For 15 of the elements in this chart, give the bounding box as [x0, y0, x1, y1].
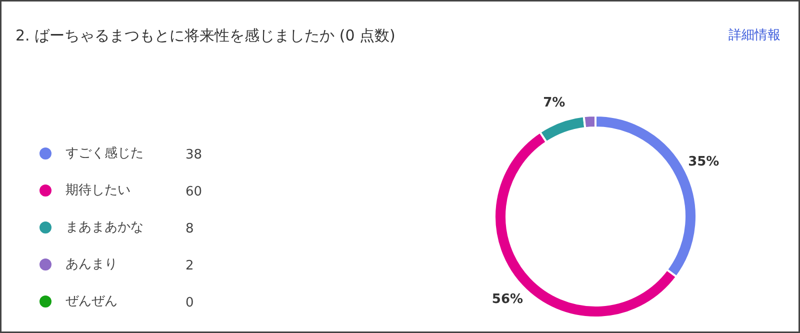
text: 0: [186, 296, 194, 310]
text: 詳細情報: [728, 28, 780, 43]
text: 60: [186, 184, 202, 200]
chart-title: 2. ばーちゃるまつもとに将来性を感じましたか (0 点数): [16, 26, 396, 44]
data-label: 35%: [688, 154, 720, 170]
legend-label: まあまあかな: [66, 220, 144, 235]
legend-label: 期待したい: [66, 183, 130, 198]
legend-label: あんまり: [66, 257, 118, 272]
legend-label: ぜんぜん: [66, 294, 118, 309]
legend-label: すごく感じた: [66, 146, 144, 161]
data-label: 7%: [543, 95, 566, 110]
data-label: 56%: [492, 292, 524, 308]
text: 2: [186, 258, 194, 274]
text: 8: [186, 222, 194, 236]
text: 38: [186, 148, 202, 162]
